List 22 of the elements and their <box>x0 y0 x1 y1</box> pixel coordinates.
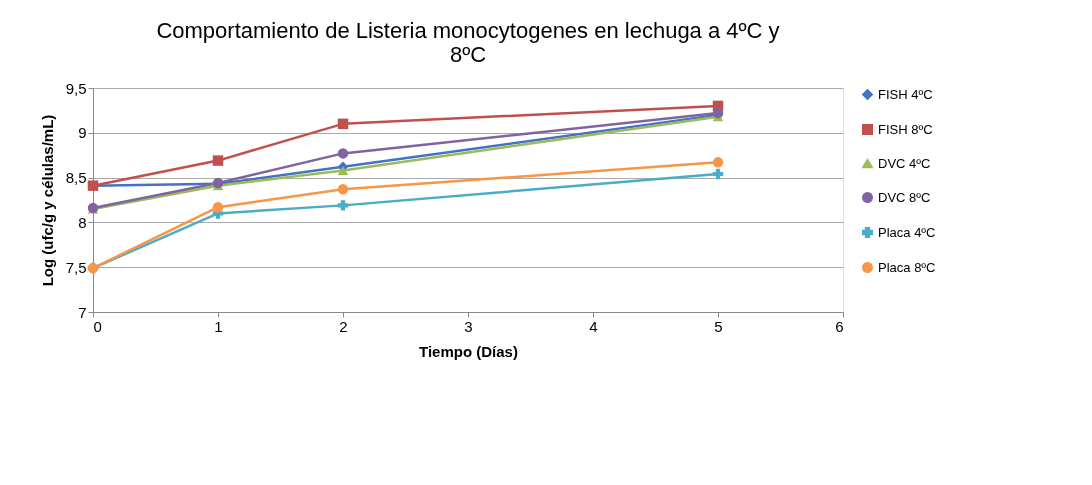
legend-label: FISH 4ºC <box>878 86 933 102</box>
y-tick-label: 7,5 <box>65 258 87 276</box>
y-tick-label: 8,5 <box>65 169 87 187</box>
x-tick-label: 3 <box>464 317 473 335</box>
y-tick-label: 9 <box>78 124 87 142</box>
x-tick-label: 4 <box>589 317 598 335</box>
legend-label: Placa 8ºC <box>878 259 936 275</box>
y-axis-title: Log (ufc/g y células/mL) <box>38 114 56 287</box>
legend-label: FISH 8ºC <box>878 121 933 137</box>
chart-title: Comportamiento de Listeria monocytogenes en lechuga a 4ºC y 8ºC <box>156 18 780 67</box>
legend-label: Placa 4ºC <box>878 224 936 240</box>
y-tick-label: 9,5 <box>65 79 87 97</box>
x-axis-title: Tiempo (Días) <box>419 342 518 360</box>
x-tick-label: 2 <box>339 317 348 335</box>
x-tick-label: 1 <box>214 317 223 335</box>
x-tick-label: 0 <box>93 317 102 335</box>
y-tick-label: 7 <box>78 303 87 321</box>
x-tick-label: 5 <box>714 317 723 335</box>
y-tick-label: 8 <box>78 213 87 231</box>
legend-label: DVC 8ºC <box>878 189 931 205</box>
legend-label: DVC 4ºC <box>878 155 931 171</box>
x-tick-label: 6 <box>835 317 844 335</box>
